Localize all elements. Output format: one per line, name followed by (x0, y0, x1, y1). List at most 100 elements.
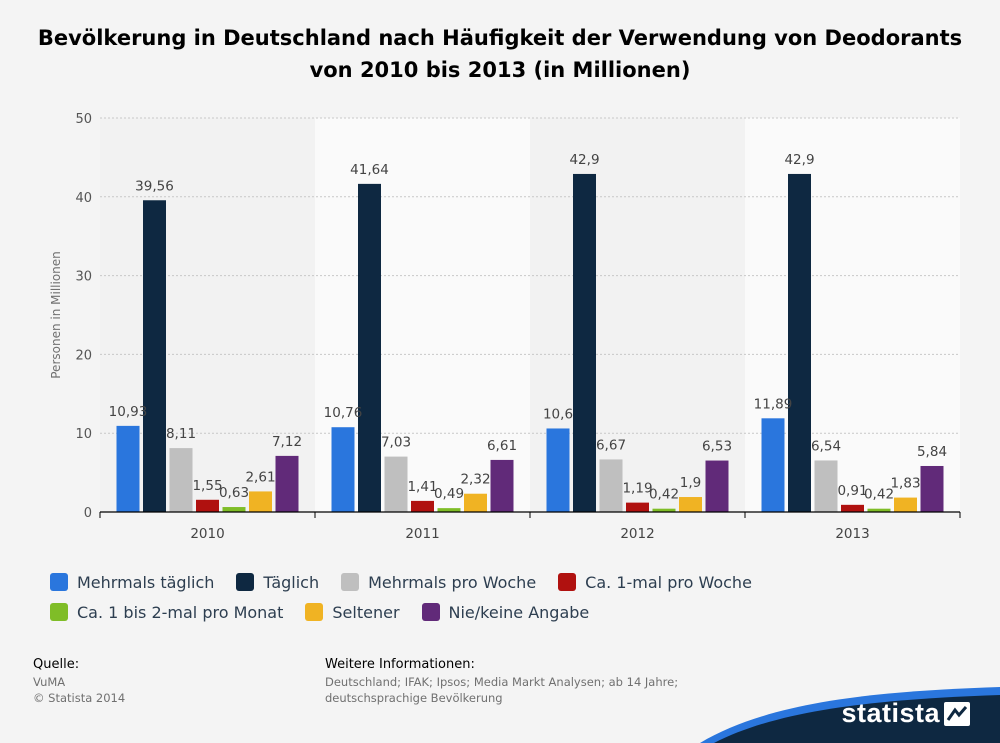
bar (705, 460, 729, 512)
y-tick-label: 50 (75, 112, 92, 127)
legend-swatch (50, 573, 68, 591)
grid-lines (100, 117, 960, 434)
legend-swatch (50, 603, 68, 621)
bar (331, 427, 355, 512)
x-tick-label: 2010 (190, 526, 224, 542)
legend-swatch (236, 573, 255, 591)
bar (143, 200, 166, 512)
bar (867, 508, 891, 512)
legend-item[interactable]: Mehrmals täglich (50, 572, 214, 592)
bar (652, 508, 676, 512)
legend-label: Mehrmals täglich (77, 572, 215, 592)
y-tick-label: 10 (75, 427, 92, 442)
legend-swatch (558, 573, 577, 591)
bar-value-label: 7,12 (272, 434, 302, 450)
bar-value-label: 1,41 (407, 479, 437, 495)
y-tick-label: 20 (75, 348, 92, 363)
bar-value-label: 10,6 (543, 406, 573, 422)
bar (573, 173, 596, 512)
bar-value-label: 6,61 (487, 438, 517, 454)
statista-logo: statista (841, 698, 940, 728)
bar (464, 493, 487, 512)
bar-value-label: 0,49 (434, 486, 464, 502)
bar-value-label: 6,54 (811, 438, 841, 454)
info-line-1: Deutschland; IFAK; Ipsos; Media Markt An… (325, 675, 679, 689)
bar (222, 507, 246, 512)
legend-item[interactable]: Nie/keine Angabe (421, 602, 590, 622)
bar-value-label: 1,83 (890, 476, 920, 492)
bar (841, 504, 864, 512)
legend-item[interactable]: Mehrmals pro Woche (341, 572, 536, 592)
chart-title-line-2: von 2010 bis 2013 (in Millionen) (309, 58, 691, 82)
legend-label: Mehrmals pro Woche (368, 572, 537, 592)
legend-label: Nie/keine Angabe (448, 602, 590, 622)
bar (761, 418, 785, 512)
bar-value-label: 5,84 (917, 444, 947, 460)
legend-item[interactable]: Seltener (305, 602, 400, 622)
statista-logo-icon (944, 702, 970, 726)
x-tick-label: 2013 (835, 526, 869, 542)
bar-value-label: 2,32 (460, 472, 490, 488)
bar-chart: 0 10 20 30 40 50 Personen in Millionen 10,93 3… (49, 112, 961, 542)
bar-value-label: 0,63 (219, 485, 249, 501)
bar (814, 460, 838, 512)
bar (196, 499, 219, 512)
y-tick-label: 30 (75, 270, 92, 285)
statista-brand: statista (700, 683, 1000, 743)
x-tick-label: 2011 (405, 526, 439, 542)
y-axis-ticks: 0 10 20 30 40 50 (75, 112, 92, 521)
legend-item[interactable]: Ca. 1 bis 2-mal pro Monat (50, 602, 283, 622)
bars (116, 173, 944, 512)
bar-value-label: 6,67 (596, 437, 626, 453)
info-text: Deutschland; IFAK; Ipsos; Media Markt An… (325, 674, 678, 706)
legend-item[interactable]: Ca. 1-mal pro Woche (558, 572, 752, 592)
bar-value-label: 41,64 (350, 162, 389, 178)
bar (169, 448, 193, 512)
source-line-1: VuMA (33, 675, 66, 689)
brand-band (700, 687, 1000, 743)
bar (788, 173, 811, 512)
legend-label: Ca. 1 bis 2-mal pro Monat (77, 602, 284, 622)
bar-value-label: 2,61 (245, 469, 275, 485)
bar-value-label: 7,03 (381, 435, 411, 451)
y-axis-label: Personen in Millionen (49, 251, 63, 379)
bar-value-label: 6,53 (702, 439, 732, 455)
bar-value-label: 10,76 (324, 405, 363, 421)
chart-title: Bevölkerung in Deutschland nach Häufigke… (0, 22, 1000, 86)
bar (679, 497, 702, 512)
bar (546, 428, 570, 512)
bar (490, 459, 514, 512)
bar-value-label: 10,93 (109, 404, 148, 420)
bar (920, 465, 944, 512)
bar-value-label: 1,55 (192, 478, 222, 494)
bar (411, 500, 434, 512)
x-axis-ticks: 2010 2011 2012 2013 (99, 512, 961, 542)
bar (437, 508, 461, 512)
legend-label: Täglich (263, 572, 320, 592)
bar-value-labels: 10,93 39,56 8,11 1,550,632,61 7,12 10,76 41,64… (109, 152, 947, 503)
bar-value-label: 1,19 (622, 481, 652, 497)
bar-value-label: 0,42 (864, 487, 894, 503)
bar-value-label: 0,42 (649, 487, 679, 503)
bar (249, 491, 272, 512)
x-tick-label: 2012 (620, 526, 654, 542)
source-heading: Quelle: (33, 657, 80, 672)
bar-value-label: 8,11 (166, 426, 196, 442)
bar-value-label: 1,9 (680, 475, 701, 491)
bar-value-label: 42,9 (784, 152, 814, 168)
legend-label: Seltener (332, 602, 400, 622)
info-line-2: deutschsprachige Bevölkerung (325, 691, 503, 705)
bar (275, 455, 299, 512)
source-line-2: © Statista 2014 (33, 691, 126, 705)
bar (358, 183, 381, 512)
legend-item[interactable]: Täglich (236, 572, 319, 592)
bar-value-label: 11,89 (754, 396, 793, 412)
bar (116, 425, 140, 512)
legend-label: Ca. 1-mal pro Woche (585, 572, 752, 592)
legend-swatch (305, 603, 324, 621)
bar (599, 459, 623, 512)
legend-swatch (341, 573, 360, 591)
bar-value-label: 42,9 (569, 152, 599, 168)
y-tick-label: 0 (84, 506, 92, 521)
source-text: VuMA © Statista 2014 (33, 674, 125, 706)
